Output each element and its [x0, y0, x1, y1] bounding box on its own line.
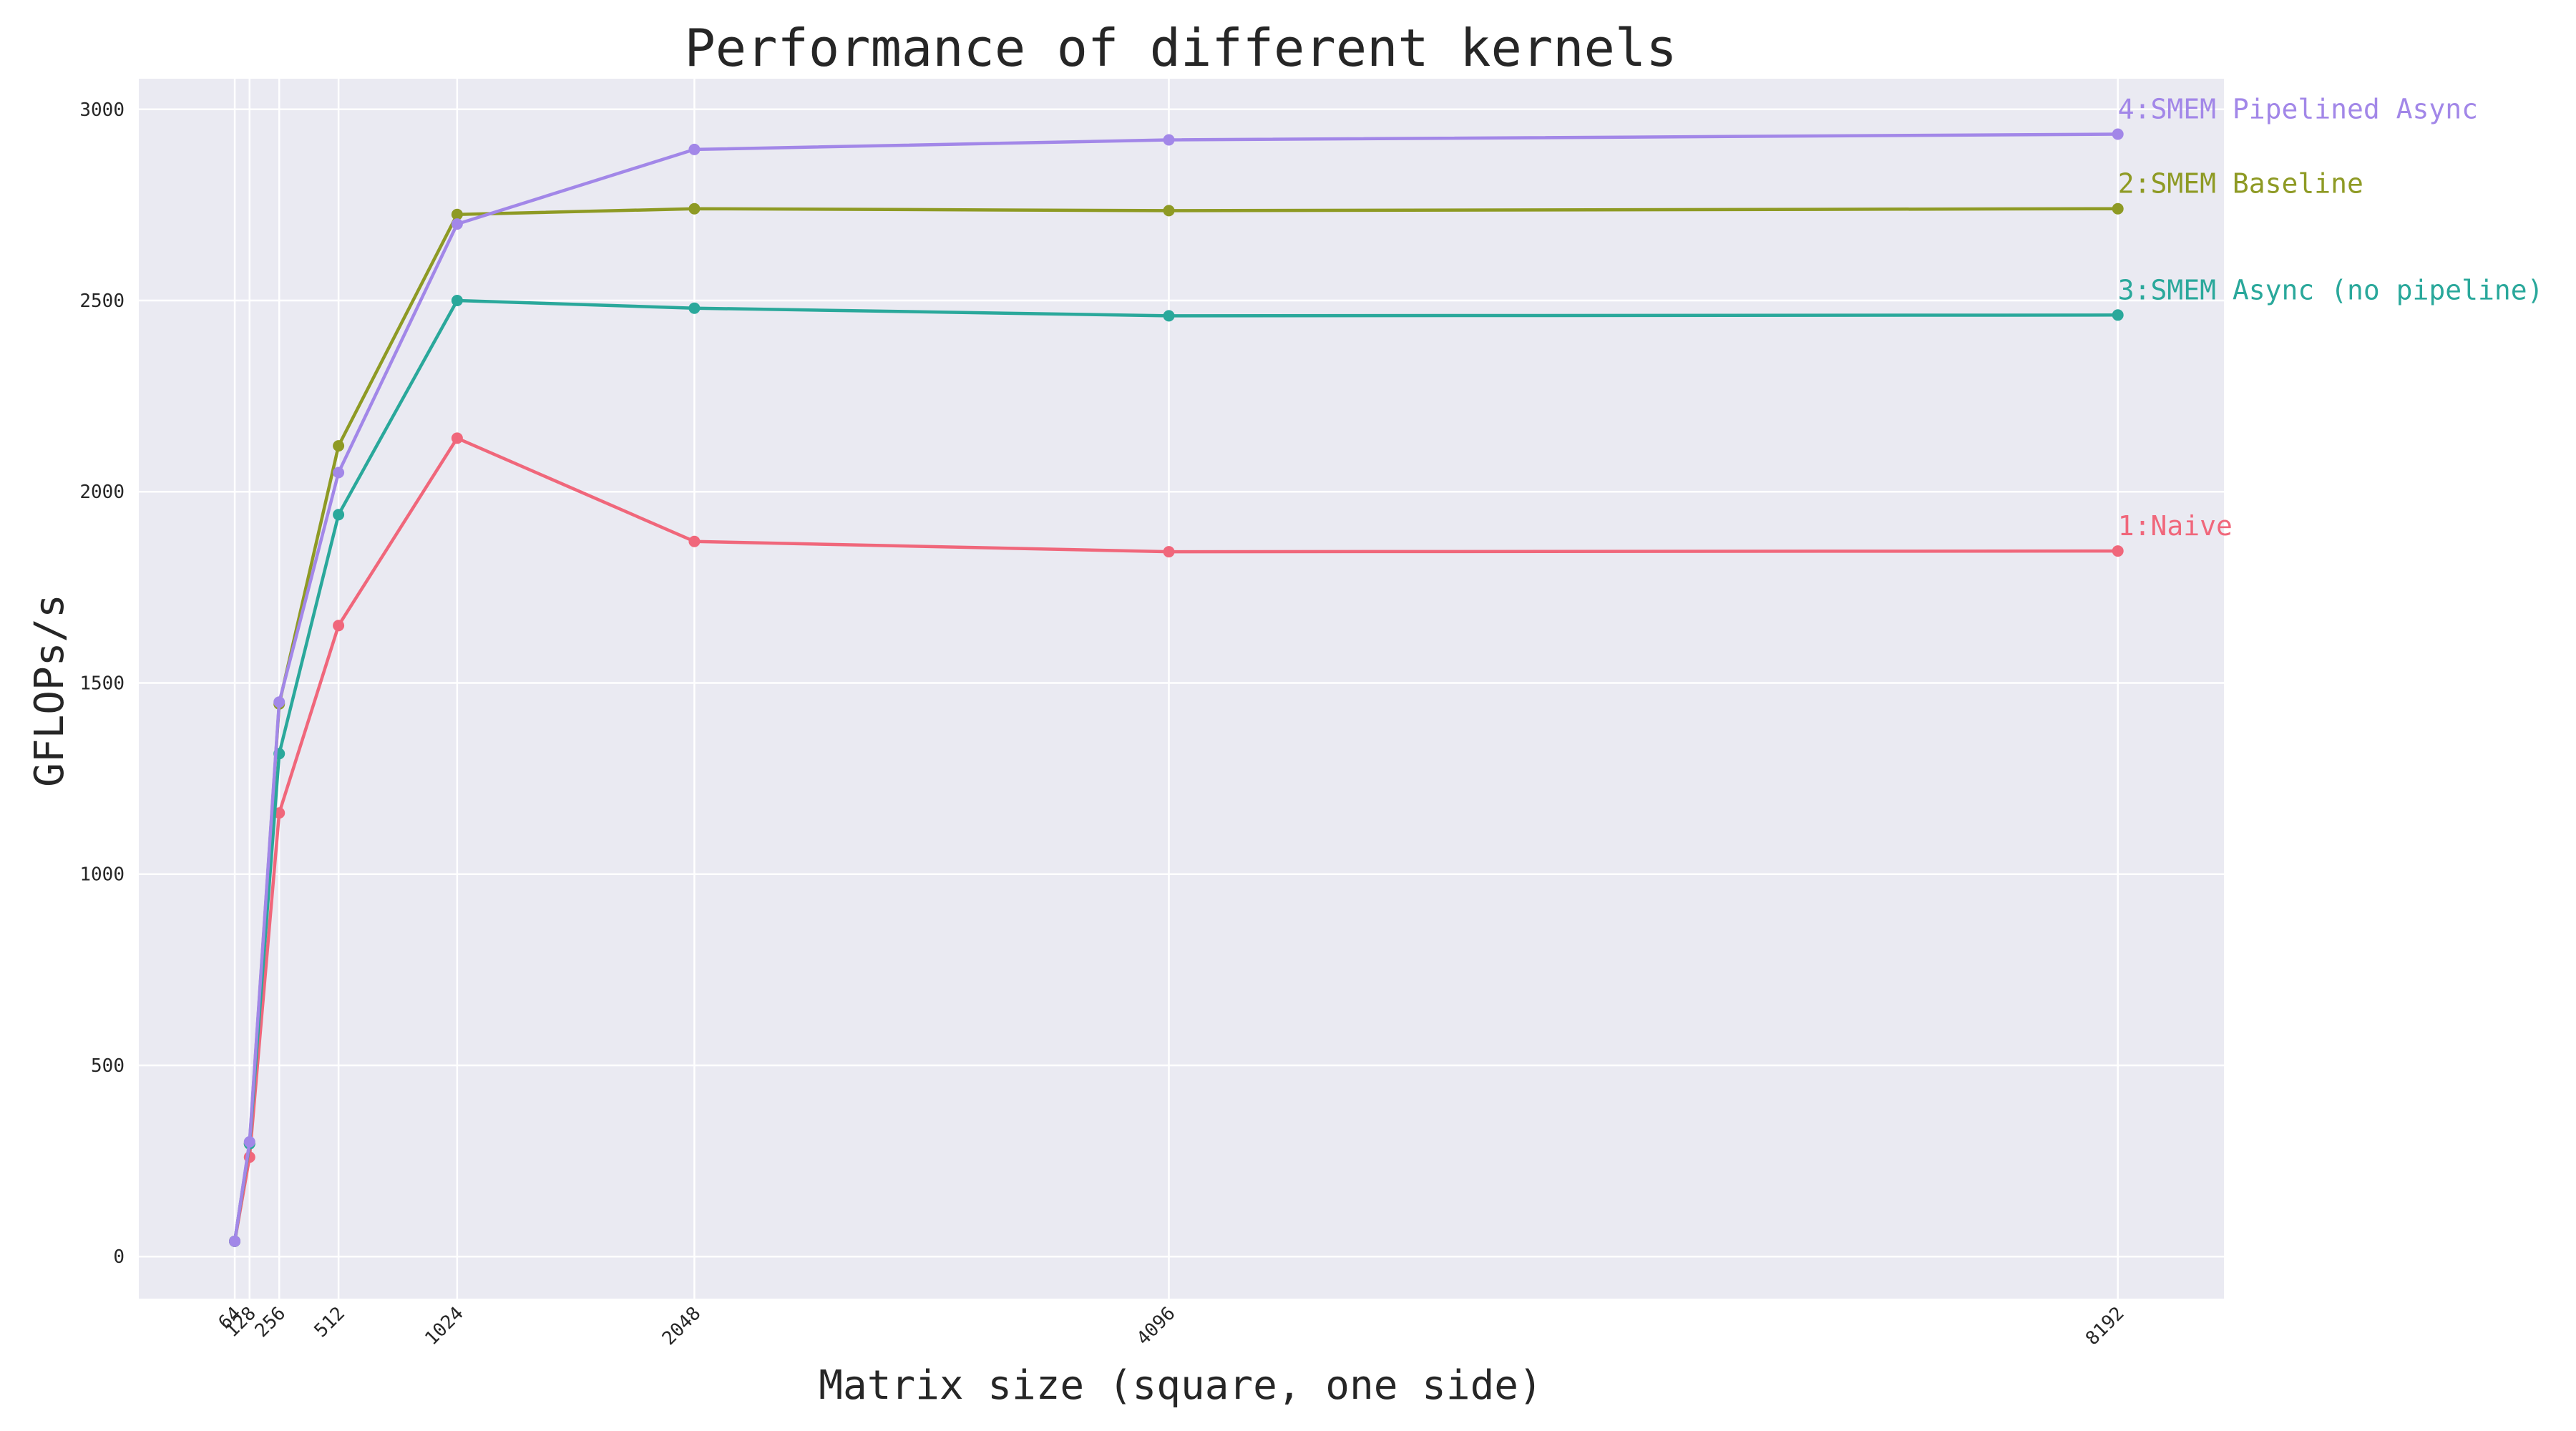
y-tick-label: 1500	[79, 673, 125, 694]
series-line	[233, 132, 2118, 1242]
x-tick-label: 1024	[421, 1303, 467, 1349]
data-point	[2112, 128, 2124, 140]
data-point	[333, 467, 345, 479]
series-label: 3:SMEM Async (no pipeline)	[2118, 274, 2544, 306]
x-tick-label: 8192	[2082, 1303, 2128, 1349]
x-axis-label: Matrix size (square, one side)	[819, 1362, 1542, 1409]
series-group: 1:Naive 2:SMEM Baseline 3:SMEM Async (no p…	[229, 94, 2544, 1247]
data-point	[229, 1235, 241, 1247]
data-point	[688, 535, 701, 547]
y-tick-label: 1000	[79, 864, 125, 886]
data-point	[451, 432, 463, 444]
data-point	[333, 440, 345, 452]
series-label: 4:SMEM Pipelined Async	[2118, 94, 2478, 125]
data-point	[688, 202, 701, 215]
data-point	[1163, 546, 1175, 558]
data-point	[333, 509, 345, 521]
y-axis-label: GFLOPs/s	[26, 594, 73, 787]
data-point	[1163, 205, 1175, 217]
data-point	[273, 696, 286, 708]
data-point	[688, 143, 701, 155]
x-tick-label: 256	[251, 1303, 290, 1342]
y-tick-label: 2000	[79, 482, 125, 503]
chart-title: Performance of different kernels	[684, 18, 1677, 78]
series-label: 2:SMEM Baseline	[2118, 168, 2363, 200]
data-point	[451, 218, 463, 230]
data-point	[1163, 134, 1175, 146]
data-point	[2112, 545, 2124, 557]
data-point	[451, 208, 463, 220]
plot-area	[139, 79, 2224, 1299]
x-tick-label: 512	[311, 1303, 349, 1342]
x-tick-label: 2048	[658, 1303, 705, 1349]
y-tick-label: 500	[91, 1055, 125, 1077]
y-tick-label: 3000	[79, 99, 125, 121]
data-point	[451, 295, 463, 306]
y-tick-label: 0	[113, 1246, 125, 1268]
series-3: 3:SMEM Async (no pipeline)	[229, 274, 2544, 1247]
data-point	[333, 620, 345, 632]
data-point	[2112, 202, 2124, 215]
y-tick-label: 2500	[79, 290, 125, 312]
data-point	[1163, 310, 1175, 322]
data-point	[2112, 309, 2124, 321]
series-label: 1:Naive	[2118, 510, 2233, 542]
data-point	[688, 302, 701, 314]
data-point	[243, 1135, 255, 1148]
x-tick-label: 4096	[1133, 1303, 1179, 1349]
series-4: 4:SMEM Pipelined Async	[229, 94, 2478, 1247]
